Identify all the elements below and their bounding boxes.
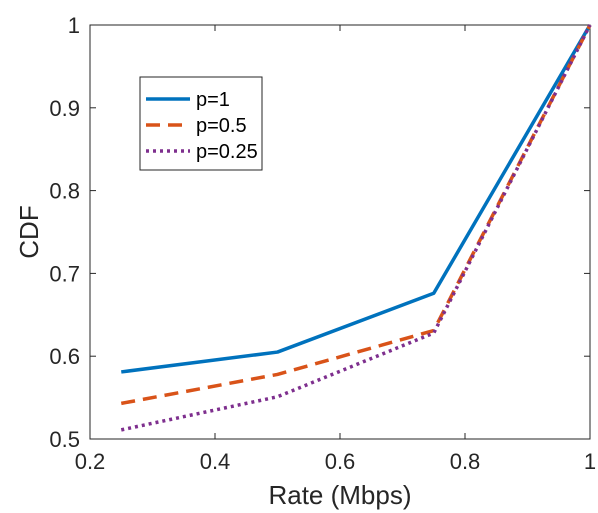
y-axis-label: CDF — [14, 205, 44, 258]
y-tick-label: 1 — [68, 13, 80, 38]
y-tick-label: 0.9 — [49, 96, 80, 121]
legend-label: p=1 — [196, 89, 230, 111]
x-tick-label: 0.2 — [75, 449, 106, 474]
series-line-2 — [120, 24, 592, 432]
x-tick-label: 0.8 — [450, 449, 481, 474]
legend-label: p=0.25 — [196, 141, 258, 163]
legend-box — [139, 76, 263, 171]
x-tick-label: 1 — [584, 449, 596, 474]
y-tick-label: 0.6 — [49, 344, 80, 369]
series-line-1 — [120, 24, 592, 406]
y-tick-label: 0.7 — [49, 261, 80, 286]
legend: p=1 p=0.5 p=0.25 — [139, 76, 263, 171]
y-tick-label: 0.8 — [49, 179, 80, 204]
x-tick-label: 0.4 — [200, 449, 231, 474]
legend-label: p=0.5 — [196, 115, 247, 137]
series-line-0 — [121, 24, 592, 374]
y-tick-label: 0.5 — [49, 427, 80, 452]
x-tick-label: 0.6 — [325, 449, 356, 474]
x-axis-label: Rate (Mbps) — [268, 480, 411, 510]
axis-tick-labels: 0.2 0.4 0.6 0.8 1 0.5 0.6 0.7 0.8 0.9 1 — [49, 13, 596, 474]
series-lines — [120, 24, 592, 432]
